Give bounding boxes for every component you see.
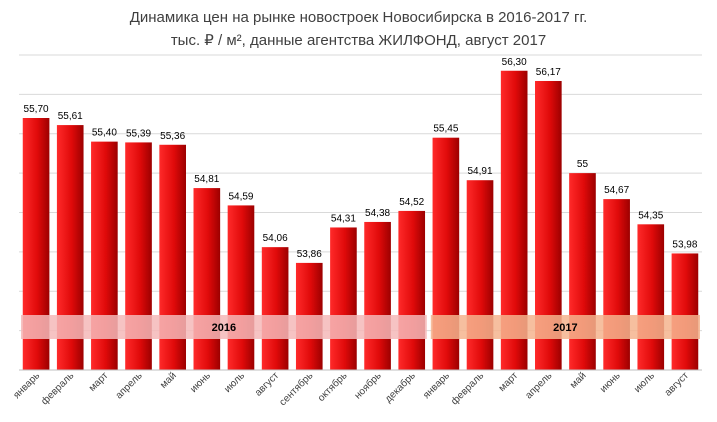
x-tick-label: август	[253, 370, 282, 399]
bar	[227, 205, 255, 370]
year-label: 2016	[212, 322, 236, 334]
x-tick-label: август	[663, 370, 692, 399]
data-label: 55,40	[92, 128, 117, 139]
data-label: 55,61	[58, 111, 83, 122]
data-label: 54,06	[263, 233, 288, 244]
x-tick-label: март	[87, 370, 111, 394]
bar	[466, 180, 494, 370]
data-label: 55,70	[24, 104, 49, 115]
x-tick-label: июнь	[598, 370, 623, 395]
x-tick-label: ноябрь	[352, 370, 384, 402]
x-tick-label: сентябрь	[277, 370, 316, 409]
x-tick-label: апрель	[114, 370, 145, 401]
data-label: 55	[577, 159, 589, 170]
x-tick-label: июль	[632, 370, 657, 395]
bar	[603, 199, 630, 370]
data-label: 56,30	[502, 57, 527, 68]
year-band	[21, 315, 427, 339]
data-label: 54,38	[365, 208, 390, 219]
data-label: 55,39	[126, 128, 151, 139]
x-tick-label: октябрь	[315, 370, 349, 404]
bar	[569, 173, 596, 370]
year-label: 2017	[553, 322, 577, 334]
chart-subtitle: тыс. ₽ / м², данные агентства ЖИЛФОНД, а…	[170, 32, 547, 49]
bar	[330, 227, 357, 370]
x-tick-label: май	[158, 370, 179, 391]
bar	[193, 188, 221, 370]
data-label: 54,67	[604, 185, 629, 196]
x-tick-label: февраль	[448, 370, 486, 408]
bar	[671, 253, 699, 370]
x-tick-label: июнь	[188, 370, 213, 395]
data-label: 53,98	[672, 239, 697, 250]
data-label: 56,17	[536, 67, 561, 78]
bar	[364, 221, 391, 370]
x-tick-label: март	[497, 370, 521, 394]
bar	[637, 224, 665, 370]
data-label: 54,52	[399, 197, 424, 208]
data-label: 54,81	[194, 174, 219, 185]
x-tick-label: февраль	[39, 370, 77, 408]
x-tick-label: декабрь	[382, 370, 417, 405]
bar	[261, 247, 289, 370]
data-label: 55,45	[433, 124, 458, 135]
data-label: 54,59	[228, 191, 253, 202]
chart-title: Динамика цен на рынке новостроек Новосиб…	[129, 9, 588, 26]
data-label: 53,86	[297, 249, 322, 260]
data-label: 55,36	[160, 131, 185, 142]
data-label: 54,31	[331, 213, 356, 224]
data-label: 54,35	[638, 210, 663, 221]
x-tick-label: июль	[222, 370, 247, 395]
x-tick-label: апрель	[523, 370, 554, 401]
year-band	[430, 315, 700, 339]
bar	[398, 210, 426, 370]
x-tick-label: январь	[11, 370, 42, 401]
x-tick-label: май	[568, 370, 589, 391]
x-tick-label: январь	[421, 370, 452, 401]
data-label: 54,91	[468, 166, 493, 177]
